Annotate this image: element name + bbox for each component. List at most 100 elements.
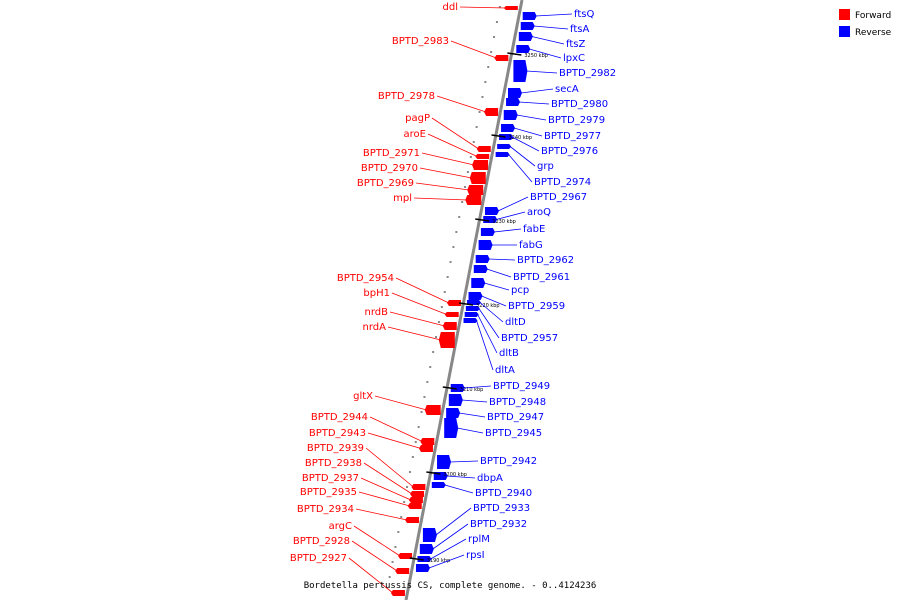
forward-gene bbox=[484, 108, 499, 116]
reverse-gene-label: BPTD_2979 bbox=[548, 115, 605, 126]
reverse-gene bbox=[506, 98, 521, 106]
forward-gene-label: BPTD_2927 bbox=[290, 553, 347, 564]
axis-mark bbox=[466, 171, 469, 173]
reverse-gene-label: BPTD_2932 bbox=[470, 519, 527, 530]
reverse-gene-label: BPTD_2945 bbox=[485, 428, 542, 439]
forward-gene-label: BPTD_2983 bbox=[392, 36, 449, 47]
gene-leader-line bbox=[519, 101, 550, 105]
axis-tick-label: 3230 kbp bbox=[492, 219, 516, 225]
gene-leader-line bbox=[413, 197, 468, 201]
reverse-gene bbox=[497, 144, 512, 149]
reverse-gene-label: BPTD_2957 bbox=[501, 333, 558, 344]
gene-leader-line bbox=[369, 416, 423, 442]
axis-mark bbox=[478, 111, 481, 113]
axis-tick bbox=[458, 302, 474, 306]
forward-gene bbox=[444, 312, 459, 317]
axis-tick bbox=[491, 134, 506, 138]
axis-tick-label: 3240 kbp bbox=[509, 135, 533, 141]
gene-leader-line bbox=[520, 88, 554, 94]
forward-gene bbox=[494, 55, 509, 61]
reverse-gene-label: dbpA bbox=[477, 473, 503, 484]
gene-leader-line bbox=[355, 508, 408, 521]
gene-leader-line bbox=[428, 554, 465, 569]
axis-tick-label: 3220 kbp bbox=[476, 303, 500, 309]
axis-mark bbox=[408, 471, 411, 473]
gene-leader-line bbox=[348, 557, 394, 594]
reverse-gene bbox=[415, 564, 430, 572]
gene-leader-line bbox=[431, 117, 479, 150]
gene-leader-line bbox=[529, 48, 562, 59]
forward-gene-label: pagP bbox=[405, 113, 430, 124]
reverse-gene bbox=[503, 110, 518, 120]
reverse-gene bbox=[465, 306, 480, 311]
forward-gene-label: nrdB bbox=[365, 307, 389, 318]
forward-gene-label: gltX bbox=[353, 391, 373, 402]
gene-leader-line bbox=[446, 475, 476, 479]
forward-gene-label: BPTD_2928 bbox=[293, 536, 350, 547]
reverse-gene-label: BPTD_2949 bbox=[493, 381, 550, 392]
reverse-gene-label: pcp bbox=[511, 285, 529, 296]
axis-mark bbox=[406, 486, 409, 488]
gene-leader-line bbox=[358, 491, 410, 507]
gene-leader-line bbox=[461, 399, 488, 403]
axis-tick bbox=[442, 386, 457, 390]
axis-mark bbox=[400, 516, 403, 518]
reverse-gene-label: aroQ bbox=[527, 207, 551, 218]
reverse-gene-label: BPTD_2977 bbox=[544, 131, 601, 142]
reverse-gene bbox=[450, 384, 465, 392]
reverse-gene bbox=[501, 124, 516, 132]
axis-tick bbox=[409, 557, 424, 561]
axis-mark bbox=[455, 231, 458, 233]
reverse-gene-label: dltA bbox=[495, 365, 515, 376]
gene-leader-line bbox=[459, 412, 486, 418]
forward-gene bbox=[411, 484, 426, 490]
axis-mark bbox=[432, 351, 435, 353]
reverse-gene bbox=[463, 318, 478, 323]
forward-gene-label: ddl bbox=[443, 2, 458, 13]
forward-gene bbox=[442, 322, 457, 330]
reverse-gene-label: BPTD_2961 bbox=[513, 272, 570, 283]
reverse-gene-label: BPTD_2982 bbox=[559, 68, 616, 79]
gene-leader-line bbox=[363, 462, 413, 495]
reverse-gene bbox=[518, 32, 533, 41]
forward-gene-label: BPTD_2954 bbox=[337, 273, 394, 284]
reverse-gene bbox=[437, 455, 452, 469]
axis-ticks: 3250 kbp 3240 kbp 3230 kbp 3220 kbp 3210 kbp… bbox=[409, 52, 548, 564]
axis-mark bbox=[472, 141, 475, 143]
forward-gene-label: BPTD_2944 bbox=[311, 412, 368, 423]
forward-gene-label: bpH1 bbox=[363, 288, 390, 299]
forward-swatch bbox=[839, 9, 850, 20]
axis-mark bbox=[388, 576, 391, 578]
reverse-gene bbox=[448, 394, 463, 406]
gene-leader-line bbox=[493, 228, 522, 233]
reverse-gene bbox=[478, 240, 493, 250]
gene-leader-line bbox=[463, 385, 492, 389]
axis-mark bbox=[426, 381, 429, 383]
axis-mark bbox=[437, 321, 440, 323]
forward-gene bbox=[475, 154, 490, 159]
forward-gene-label: BPTD_2970 bbox=[361, 163, 418, 174]
gene-leader-line bbox=[476, 320, 494, 371]
gene-leader-line bbox=[427, 133, 478, 157]
gene-leader-line bbox=[459, 6, 506, 9]
forward-gene bbox=[469, 172, 486, 184]
forward-gene bbox=[465, 195, 482, 205]
gene-leader-line bbox=[509, 146, 536, 167]
forward-gene bbox=[476, 146, 491, 152]
gene-leader-line bbox=[450, 40, 497, 59]
reverse-gene bbox=[522, 12, 537, 20]
reverse-gene-label: BPTD_2947 bbox=[487, 412, 544, 423]
forward-gene-label: aroE bbox=[404, 129, 426, 140]
axis-mark bbox=[394, 546, 397, 548]
gene-leader-line bbox=[531, 36, 565, 45]
gene-leader-line bbox=[367, 432, 422, 449]
reverse-gene-label: fabG bbox=[519, 240, 543, 251]
axis-mark bbox=[449, 261, 452, 263]
axis-mark bbox=[411, 456, 414, 458]
gene-leader-line bbox=[479, 302, 504, 323]
gene-leader-line bbox=[508, 154, 533, 183]
forward-gene bbox=[472, 160, 489, 170]
forward-gene bbox=[467, 185, 484, 195]
axis-mark bbox=[498, 6, 501, 8]
legend: Forward Reverse bbox=[839, 9, 892, 38]
